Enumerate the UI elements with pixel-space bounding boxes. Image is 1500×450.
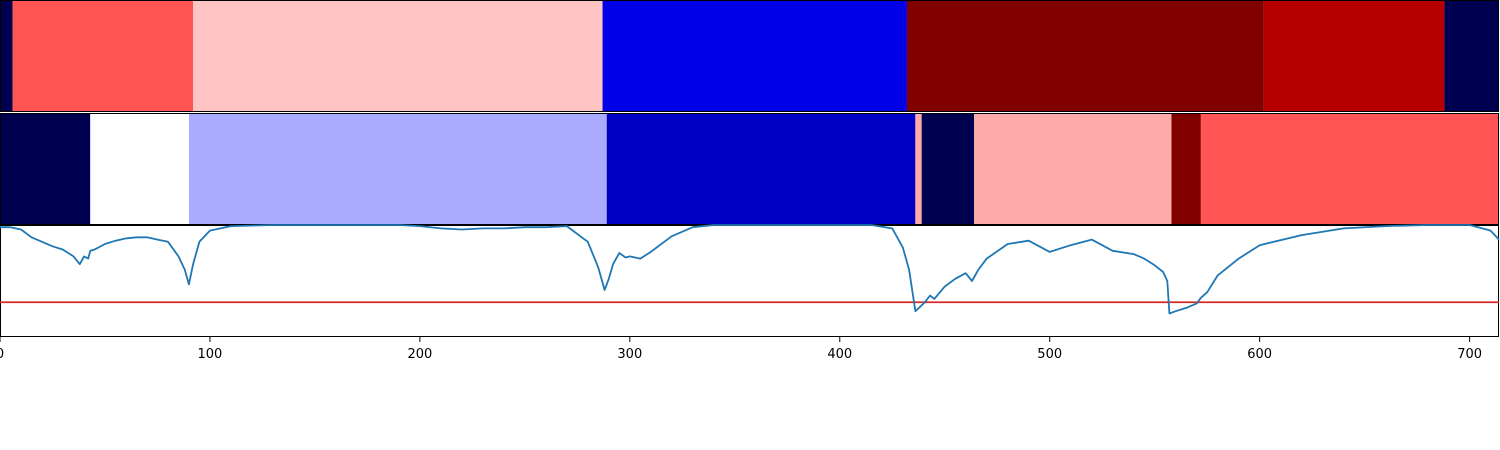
x-tick-label-600: 600 (1247, 347, 1272, 362)
x-tick-label-100: 100 (198, 347, 223, 362)
x-tick-label-200: 200 (407, 347, 432, 362)
x-axis: 0 100 200 300 400 500 600 700 (0, 337, 1482, 362)
x-tick-label-300: 300 (617, 347, 642, 362)
line-panel-frame (0, 225, 1499, 337)
x-tick-label-400: 400 (827, 347, 852, 362)
x-tick-label-0: 0 (0, 347, 4, 362)
heatmap-row-2-segment-1 (0, 113, 91, 225)
heatmap-row-1 (0, 0, 1499, 112)
heatmap-row-1-segment-5 (906, 0, 1264, 112)
heatmap-row-1-segment-6 (1263, 0, 1445, 112)
heatmap-row-1-segment-3 (193, 0, 603, 112)
heatmap-row-2-segment-2 (90, 113, 189, 225)
series-line-1 (0, 224, 1500, 315)
heatmap-row-2-segment-8 (1171, 113, 1201, 225)
heatmap-row-1-frame (0, 0, 1499, 112)
heatmap-row-2 (0, 113, 1499, 225)
line-plot-panel (0, 224, 1500, 337)
heatmap-row-2-segment-5 (915, 113, 922, 225)
heatmap-row-2-segment-6 (921, 113, 975, 225)
heatmap-row-2-segment-7 (974, 113, 1172, 225)
heatmap-row-1-segment-4 (602, 0, 907, 112)
x-tick-label-500: 500 (1037, 347, 1062, 362)
heatmap-row-1-segment-2 (12, 0, 194, 112)
heatmap-row-2-segment-9 (1200, 113, 1499, 225)
heatmap-row-1-segment-1 (0, 0, 13, 112)
heatmap-row-1-segment-7 (1444, 0, 1499, 112)
x-tick-label-700: 700 (1457, 347, 1482, 362)
heatmap-row-2-segment-4 (606, 113, 916, 225)
heatmap-row-2-segment-3 (188, 113, 607, 225)
